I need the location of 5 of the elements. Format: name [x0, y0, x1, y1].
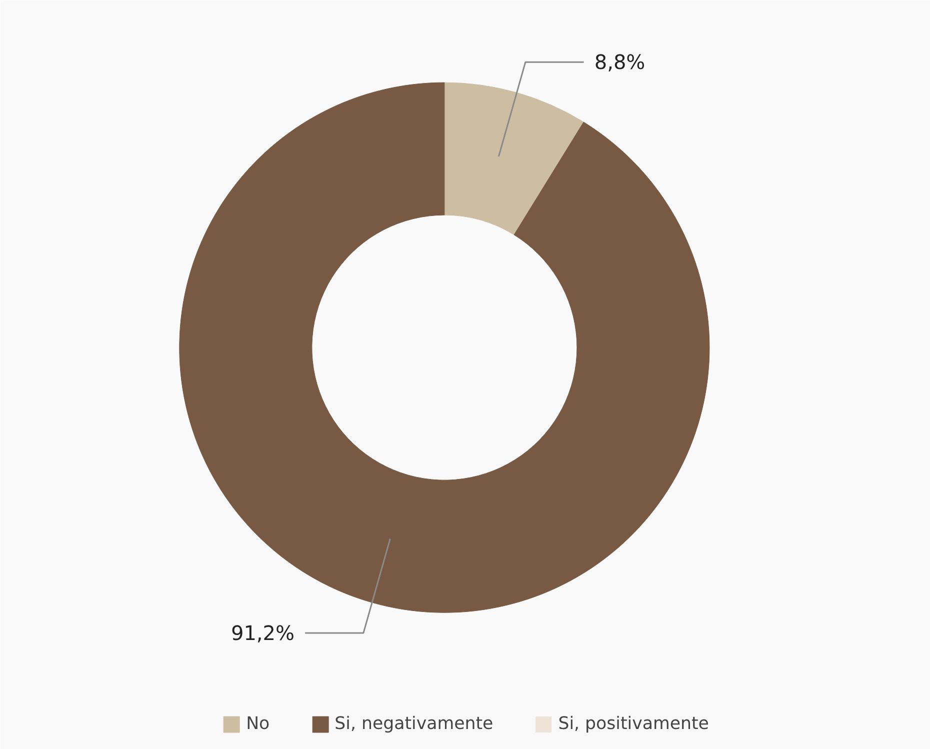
data-label: 8,8%	[594, 50, 646, 74]
data-label: 91,2%	[230, 621, 295, 646]
legend-label: No	[246, 714, 270, 734]
legend-label: Si, positivamente	[558, 714, 709, 734]
legend-label: Si, negativamente	[334, 714, 494, 734]
